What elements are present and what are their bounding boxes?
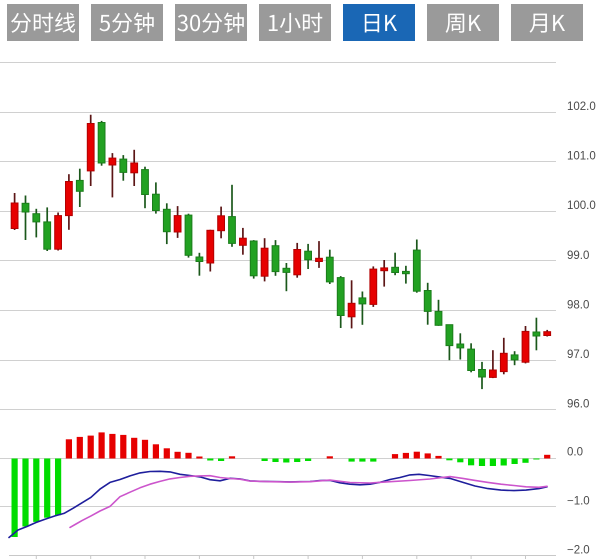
svg-text:99.0: 99.0 [567,250,589,262]
svg-text:96.0: 96.0 [567,399,589,411]
svg-text:0.0: 0.0 [567,447,583,459]
svg-text:101.0: 101.0 [567,151,596,163]
svg-text:100.0: 100.0 [567,200,596,212]
svg-text:−2.0: −2.0 [567,544,590,556]
svg-text:102.0: 102.0 [567,101,596,113]
svg-text:97.0: 97.0 [567,349,589,361]
svg-text:98.0: 98.0 [567,299,589,311]
svg-text:−1.0: −1.0 [567,496,590,508]
